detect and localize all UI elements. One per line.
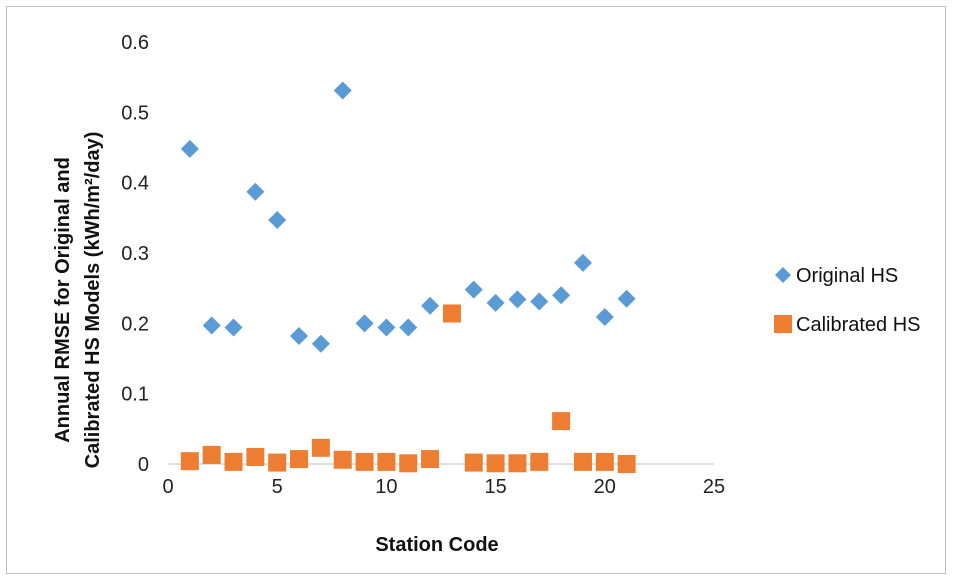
y-tick-label: 0.1	[121, 384, 149, 406]
legend-diamond-marker	[775, 267, 791, 283]
original-hs-point	[399, 318, 418, 337]
calibrated-hs-point	[399, 454, 418, 473]
y-tick-label: 0.6	[121, 32, 149, 54]
calibrated-hs-point	[442, 304, 461, 323]
legend-square-marker	[774, 315, 792, 333]
original-hs-point	[486, 293, 505, 312]
original-hs-point	[552, 286, 571, 305]
original-hs-point	[180, 139, 199, 158]
original-hs-point	[530, 292, 549, 311]
original-hs-point	[202, 316, 221, 335]
calibrated-hs-point	[202, 445, 221, 464]
original-hs-point	[377, 318, 396, 337]
y-axis-title: Annual RMSE for Original and Calibrated …	[52, 132, 104, 469]
original-hs-point	[421, 296, 440, 315]
y-tick-label: 0	[138, 454, 149, 476]
original-hs-point	[290, 326, 309, 345]
original-hs-point	[246, 182, 265, 201]
calibrated-hs-point	[508, 454, 527, 473]
x-tick-label: 15	[484, 476, 506, 498]
x-tick-labels: 0 5 10 15 20 25	[162, 476, 725, 498]
x-tick-label: 5	[272, 476, 283, 498]
y-tick-label: 0.4	[121, 173, 149, 195]
calibrated-hs-point	[464, 453, 483, 472]
legend-item-calibrated: Calibrated HS	[774, 314, 921, 336]
calibrated-hs-point	[180, 452, 199, 471]
calibrated-hs-point	[311, 438, 330, 457]
data-markers	[180, 81, 636, 473]
x-tick-label: 25	[703, 476, 725, 498]
calibrated-hs-point	[530, 452, 549, 471]
calibrated-hs-point	[355, 452, 374, 471]
calibrated-hs-point	[290, 450, 309, 469]
x-tick-label: 20	[594, 476, 616, 498]
calibrated-hs-point	[224, 452, 243, 471]
legend-label-original: Original HS	[796, 265, 898, 287]
x-axis-title: Station Code	[375, 534, 498, 556]
original-hs-point	[224, 318, 243, 337]
x-tick-label: 0	[162, 476, 173, 498]
original-hs-point	[311, 334, 330, 353]
calibrated-hs-point	[486, 454, 505, 473]
calibrated-hs-point	[595, 452, 614, 471]
x-tick-label: 10	[375, 476, 397, 498]
y-tick-label: 0.3	[121, 243, 149, 265]
calibrated-hs-point	[333, 450, 352, 469]
original-hs-point	[464, 280, 483, 299]
y-axis-title-line-2: Calibrated HS Models (kWh/m²/day)	[82, 132, 104, 469]
calibrated-hs-point	[377, 452, 396, 471]
original-hs-point	[595, 308, 614, 327]
calibrated-hs-point	[268, 453, 287, 472]
original-hs-point	[333, 81, 352, 100]
y-axis-title-line-1: Annual RMSE for Original and	[52, 157, 74, 443]
original-hs-point	[573, 253, 592, 272]
calibrated-hs-point	[246, 447, 265, 466]
y-tick-labels: 0 0.1 0.2 0.3 0.4 0.5 0.6	[121, 32, 149, 476]
original-hs-point	[617, 289, 636, 308]
calibrated-hs-point	[552, 412, 571, 431]
calibrated-hs-point	[617, 455, 636, 473]
legend-item-original: Original HS	[775, 265, 898, 287]
legend: Original HS Calibrated HS	[774, 265, 921, 336]
original-hs-point	[508, 290, 527, 309]
calibrated-hs-point	[421, 450, 440, 469]
calibrated-hs-point	[573, 452, 592, 471]
y-tick-label: 0.2	[121, 313, 149, 335]
legend-label-calibrated: Calibrated HS	[796, 314, 921, 336]
original-hs-point	[355, 314, 374, 333]
original-hs-point	[268, 210, 287, 229]
y-tick-label: 0.5	[121, 102, 149, 124]
